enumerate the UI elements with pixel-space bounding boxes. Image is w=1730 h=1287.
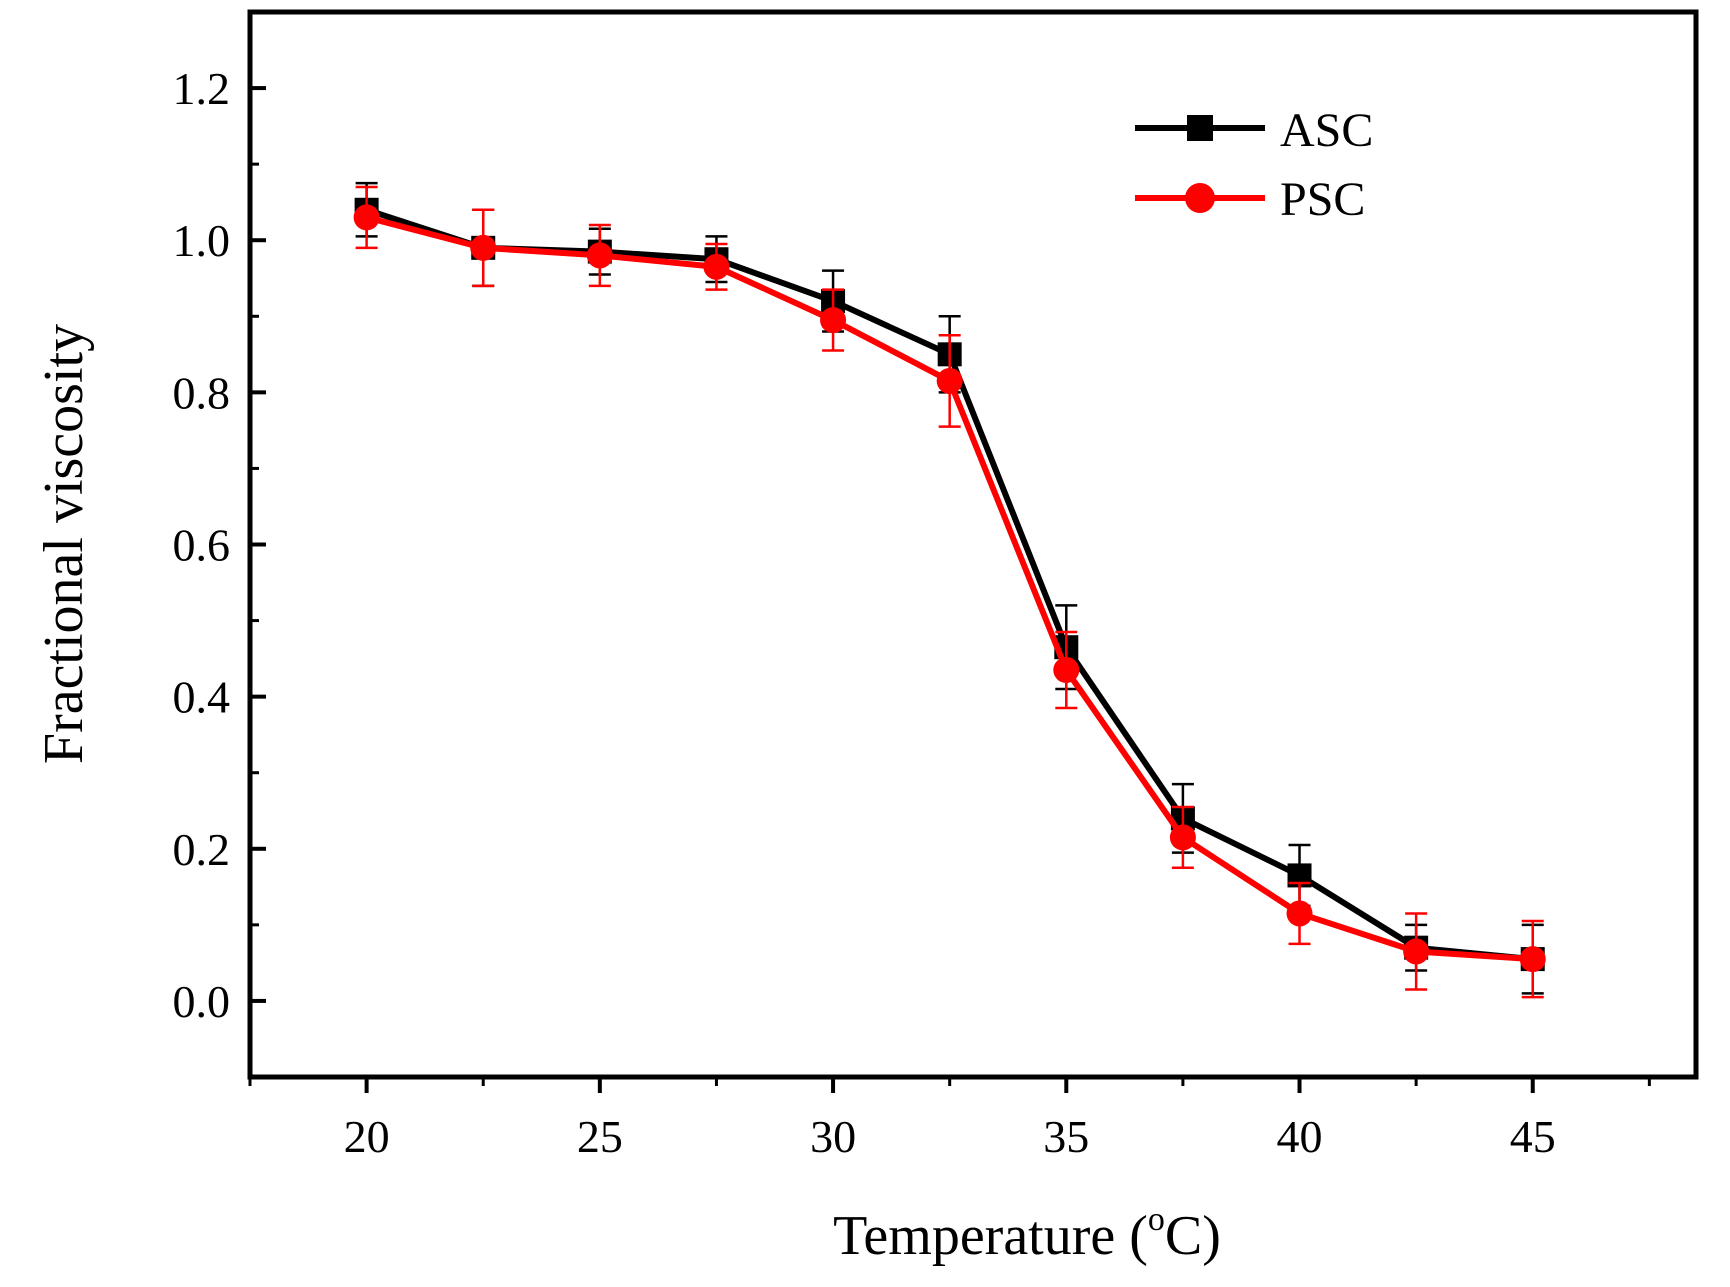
x-tick-label: 40 [1277, 1111, 1323, 1162]
legend-psc-marker [1185, 183, 1215, 213]
x-tick-label: 30 [810, 1111, 856, 1162]
data-point-psc [470, 234, 497, 261]
x-tick-label: 20 [344, 1111, 390, 1162]
y-tick-label: 0.0 [173, 976, 231, 1027]
data-point-psc [586, 242, 613, 269]
y-tick-label: 1.0 [173, 215, 231, 266]
ticks-layer: 0.0 0.2 0.4 0.6 0.8 1.0 1.2 20 25 30 35 40 45 [173, 10, 1651, 1162]
legend: ASC PSC [1135, 104, 1373, 226]
x-tick-label: 25 [577, 1111, 623, 1162]
x-tick-label: 35 [1043, 1111, 1089, 1162]
data-point-psc [820, 307, 847, 334]
x-tick-label: 45 [1510, 1111, 1556, 1162]
plot-frame [247, 9, 1699, 1080]
data-point-psc [1053, 657, 1080, 684]
y-axis-title: Fractional viscosity [33, 324, 95, 764]
data-point-psc [1286, 900, 1313, 927]
data-point-psc [1169, 824, 1196, 851]
series-layer [353, 181, 1546, 999]
y-tick-label: 1.2 [173, 63, 231, 114]
legend-psc-label: PSC [1280, 173, 1365, 226]
x-axis-title: Temperature (oC) [833, 1201, 1221, 1267]
y-tick-label: 0.6 [173, 520, 231, 571]
y-tick-label: 0.8 [173, 367, 231, 418]
legend-asc-marker [1187, 115, 1213, 141]
data-point-psc [353, 204, 380, 231]
data-point-psc [936, 367, 963, 394]
data-point-psc [703, 253, 730, 280]
y-tick-label: 0.4 [173, 672, 231, 723]
data-point-psc [1519, 946, 1546, 973]
legend-asc-label: ASC [1280, 104, 1373, 157]
data-point-psc [1403, 938, 1430, 965]
y-tick-label: 0.2 [173, 824, 231, 875]
